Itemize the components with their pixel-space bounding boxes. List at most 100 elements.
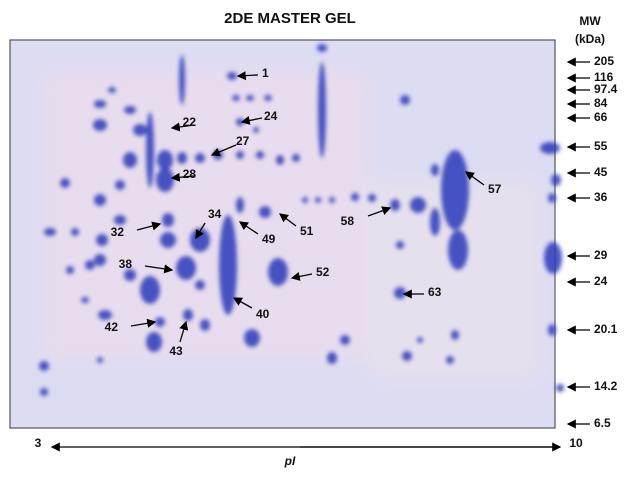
spot: [390, 199, 400, 211]
pi-end: 10: [569, 436, 583, 450]
spot: [268, 258, 288, 286]
pi-label: pI: [284, 454, 296, 468]
spot: [39, 361, 49, 371]
spot: [556, 384, 564, 392]
spot: [451, 330, 459, 340]
spot: [94, 254, 106, 266]
spot: [108, 87, 116, 93]
spot: [544, 242, 562, 274]
title: 2DE MASTER GEL: [224, 10, 356, 27]
spot: [123, 152, 137, 168]
spot: [292, 154, 300, 162]
spot: [114, 215, 126, 225]
spot: [94, 100, 106, 108]
spot-label: 57: [488, 182, 502, 196]
spot: [448, 230, 468, 270]
spot-label: 51: [300, 224, 314, 238]
mw-marker: 6.5: [594, 416, 611, 430]
spot: [256, 151, 264, 159]
spot: [156, 168, 174, 192]
gel-figure: 2DE MASTER GEL MW (kDa) 3 10 pI 20511697…: [0, 0, 630, 491]
spot: [44, 228, 56, 236]
mw-marker: 29: [594, 248, 608, 262]
mw-marker: 36: [594, 190, 608, 204]
spot: [146, 332, 162, 352]
spot: [71, 228, 79, 236]
spot-label: 38: [119, 257, 133, 271]
spot: [259, 206, 271, 218]
spot: [368, 194, 376, 202]
spot: [236, 197, 244, 213]
mw-marker: 55: [594, 139, 608, 153]
spot: [232, 95, 240, 101]
spot: [540, 142, 560, 154]
mw-marker: 45: [594, 165, 608, 179]
spot: [302, 197, 308, 203]
spot: [98, 310, 112, 320]
spot: [124, 106, 136, 114]
spot: [146, 112, 154, 188]
spot: [394, 287, 406, 299]
spot-label: 49: [262, 232, 276, 246]
spot: [351, 193, 359, 201]
spot: [195, 280, 205, 290]
spot: [183, 309, 193, 321]
spot: [219, 215, 237, 315]
spot: [430, 208, 440, 236]
mw-title: MW: [579, 14, 601, 28]
spot-label: 28: [183, 167, 197, 181]
spot-label: 32: [111, 225, 125, 239]
mw-marker: 205: [594, 54, 614, 68]
spot: [133, 124, 147, 136]
spot: [551, 174, 561, 186]
spot-label: 1: [262, 66, 269, 80]
spot: [246, 95, 254, 101]
mw-unit: (kDa): [575, 32, 605, 46]
spot: [276, 155, 284, 165]
mw-marker: 24: [594, 274, 608, 288]
spot-label: 42: [105, 320, 119, 334]
spot: [327, 352, 337, 364]
spot: [417, 337, 423, 343]
spot: [441, 150, 469, 230]
pi-start: 3: [35, 436, 42, 450]
spot: [317, 44, 327, 52]
spot: [315, 197, 321, 203]
spot-label: 22: [183, 115, 197, 129]
spot: [329, 197, 335, 203]
spot: [179, 55, 185, 105]
spot: [81, 297, 89, 303]
spot-label: 63: [428, 285, 442, 299]
spot: [60, 178, 70, 188]
spot: [431, 164, 439, 176]
spot-label: 43: [169, 344, 183, 358]
spot: [548, 324, 556, 336]
spot: [85, 260, 95, 270]
spot: [410, 197, 426, 213]
spot: [548, 193, 556, 203]
spot: [264, 95, 272, 101]
spot: [402, 351, 412, 361]
spot: [340, 335, 350, 345]
mw-marker: 14.2: [594, 379, 618, 393]
spot: [40, 388, 48, 396]
spot: [227, 72, 237, 80]
spot: [200, 319, 210, 331]
spot: [155, 317, 165, 327]
spot: [93, 119, 107, 131]
spot: [160, 232, 176, 248]
spot-label: 52: [316, 265, 330, 279]
spot: [97, 357, 103, 363]
spot: [396, 241, 404, 249]
spot: [253, 127, 259, 133]
spot: [66, 266, 74, 274]
spot-label: 34: [208, 207, 222, 221]
spot: [195, 153, 205, 163]
mw-marker: 20.1: [594, 322, 618, 336]
spot-label: 58: [341, 214, 355, 228]
spot: [162, 213, 174, 227]
spot: [157, 150, 173, 170]
spot-label: 24: [264, 109, 278, 123]
mw-marker: 66: [594, 110, 608, 124]
mw-marker: 84: [594, 96, 608, 110]
